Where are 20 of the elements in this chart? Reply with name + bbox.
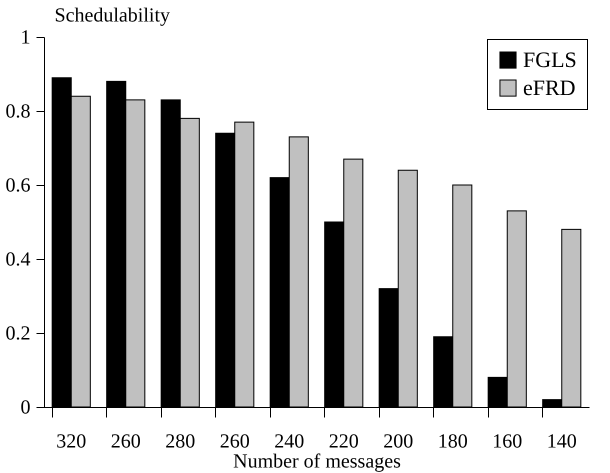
x-tick-label: 180 xyxy=(438,430,468,452)
y-tick-label: 0.6 xyxy=(6,174,30,196)
x-tick-label: 160 xyxy=(492,430,522,452)
y-tick-label: 0.2 xyxy=(6,322,30,344)
x-tick-label: 200 xyxy=(383,430,414,452)
y-axis-title: Schedulability xyxy=(54,4,170,26)
x-axis-title: Number of messages xyxy=(233,450,402,472)
x-tick-label: 140 xyxy=(546,430,577,452)
y-tick-label: 0.4 xyxy=(6,248,30,270)
x-tick-label: 240 xyxy=(274,430,304,452)
y-tick-label: 0 xyxy=(20,396,30,418)
legend-label: eFRD xyxy=(523,75,576,100)
x-tick-label: 320 xyxy=(56,430,86,452)
x-tick-label: 260 xyxy=(110,430,141,452)
y-tick-label: 0.8 xyxy=(6,100,30,122)
x-tick-label: 280 xyxy=(165,430,196,452)
x-tick-label: 260 xyxy=(220,430,250,452)
y-tick-label: 1 xyxy=(20,26,30,48)
x-tick-label: 220 xyxy=(328,430,359,452)
legend-label: FGLS xyxy=(523,47,577,72)
